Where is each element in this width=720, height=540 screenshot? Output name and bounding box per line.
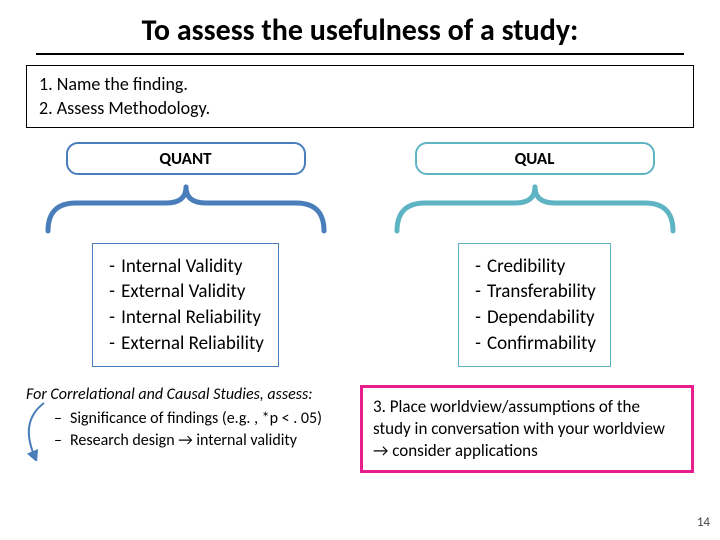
qual-item: Transferability xyxy=(487,279,596,305)
columns: QUANT -Internal Validity -External Valid… xyxy=(26,142,694,368)
quant-item: Internal Reliability xyxy=(121,305,261,331)
bottom-row: For Correlational and Causal Studies, as… xyxy=(26,385,694,473)
bottom-left-arrow-icon xyxy=(14,401,52,461)
bottom-left-item: Significance of findings (e.g. , *p < . … xyxy=(70,408,322,430)
slide-number: 14 xyxy=(697,515,710,530)
steps-box: 1. Name the finding. 2. Assess Methodolo… xyxy=(26,65,694,128)
page-title: To assess the usefulness of a study: xyxy=(36,0,684,55)
qual-list: -Credibility -Transferability -Dependabi… xyxy=(458,243,611,368)
bottom-left-title: For Correlational and Causal Studies, as… xyxy=(26,385,334,404)
quant-item: External Reliability xyxy=(121,331,264,357)
step-1: 1. Name the finding. xyxy=(39,72,681,96)
qual-item: Confirmability xyxy=(487,331,596,357)
qual-brace xyxy=(385,181,685,241)
quant-item: Internal Validity xyxy=(121,254,242,280)
quant-brace xyxy=(36,181,336,241)
quant-item: External Validity xyxy=(121,279,245,305)
bottom-left-item: Research design → internal validity xyxy=(70,430,297,452)
qual-item: Credibility xyxy=(487,254,565,280)
bottom-left-box: For Correlational and Causal Studies, as… xyxy=(26,385,334,451)
quant-list: -Internal Validity -External Validity -I… xyxy=(92,243,279,368)
quant-column: QUANT -Internal Validity -External Valid… xyxy=(26,142,345,368)
step-2: 2. Assess Methodology. xyxy=(39,96,681,120)
qual-pill: QUAL xyxy=(415,142,655,175)
qual-item: Dependability xyxy=(487,305,595,331)
quant-pill: QUANT xyxy=(66,142,306,175)
qual-column: QUAL -Credibility -Transferability -Depe… xyxy=(375,142,694,368)
bottom-right-box: 3. Place worldview/assumptions of the st… xyxy=(360,385,694,473)
